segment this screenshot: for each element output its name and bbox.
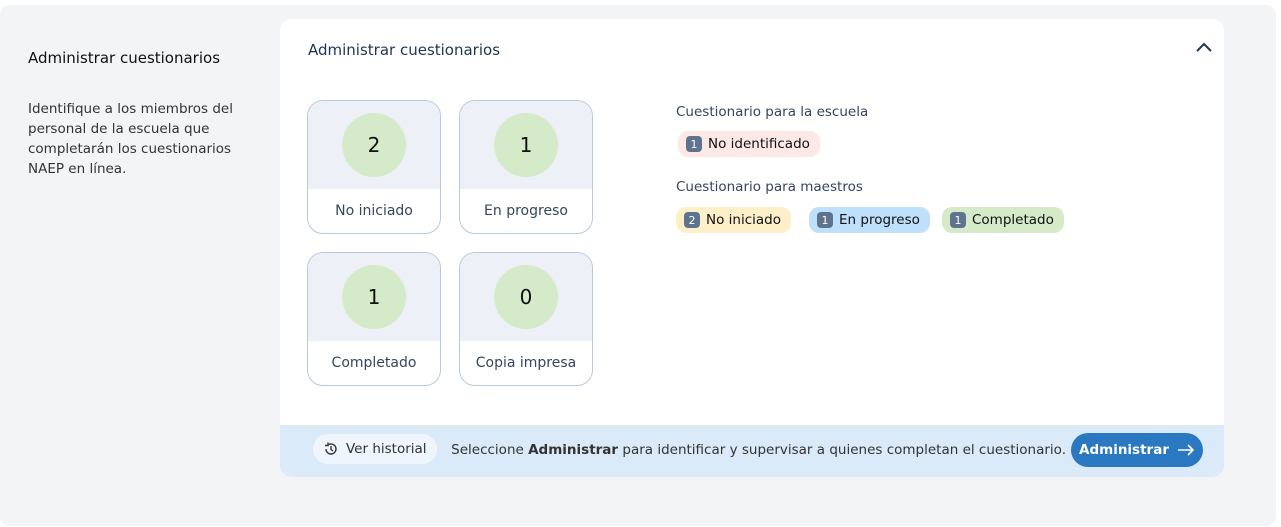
view-history-label: Ver historial — [346, 441, 427, 457]
card-title: Administrar cuestionarios — [308, 41, 501, 59]
school-questionnaire-heading: Cuestionario para la escuela — [676, 104, 869, 120]
tile-label: En progreso — [484, 203, 568, 219]
tile-label: No iniciado — [335, 203, 413, 219]
tile-label: Completado — [331, 355, 417, 371]
administer-label: Administrar — [1079, 442, 1169, 458]
instructions-bold: Administrar — [528, 442, 619, 458]
pill-count: 1 — [950, 212, 966, 228]
tile-count: 2 — [342, 113, 406, 177]
instructions-text: para identificar y supervisar a quienes … — [618, 442, 1066, 458]
instructions-text: Seleccione — [451, 442, 529, 458]
pill-label: No identificado — [708, 136, 810, 152]
tile-count: 1 — [342, 265, 406, 329]
pill-label: No iniciado — [706, 212, 781, 228]
footer-instructions: Seleccione Administrar para identificar … — [451, 442, 1066, 458]
pill-count: 1 — [686, 136, 702, 152]
teacher-questionnaire-heading: Cuestionario para maestros — [676, 179, 863, 195]
tile-count: 0 — [494, 265, 558, 329]
questionnaire-card: Administrar cuestionarios 2 No iniciado 1… — [280, 19, 1224, 477]
pill-label: Completado — [972, 212, 1054, 228]
pill-count: 1 — [817, 212, 833, 228]
tile-count: 1 — [494, 113, 558, 177]
status-tile-paper-copy: 0 Copia impresa — [459, 252, 593, 386]
chevron-up-icon[interactable] — [1194, 39, 1214, 55]
status-pill: 1 En progreso — [809, 207, 930, 233]
status-tile-completed: 1 Completado — [307, 252, 441, 386]
arrow-right-icon — [1177, 444, 1195, 456]
administer-button[interactable]: Administrar — [1071, 433, 1203, 467]
status-pill: 1 Completado — [942, 207, 1064, 233]
section-title: Administrar cuestionarios — [28, 49, 221, 67]
status-pill: 1 No identificado — [678, 131, 820, 157]
status-pill: 2 No iniciado — [676, 207, 791, 233]
pill-count: 2 — [684, 212, 700, 228]
card-footer: Ver historial Seleccione Administrar par… — [280, 425, 1224, 477]
history-icon — [325, 442, 337, 455]
status-tile-not-started: 2 No iniciado — [307, 100, 441, 234]
tile-label: Copia impresa — [475, 355, 577, 371]
pill-label: En progreso — [839, 212, 920, 228]
view-history-button[interactable]: Ver historial — [313, 434, 437, 464]
section-description: Identifique a los miembros del personal … — [28, 101, 233, 177]
status-tile-in-progress: 1 En progreso — [459, 100, 593, 234]
